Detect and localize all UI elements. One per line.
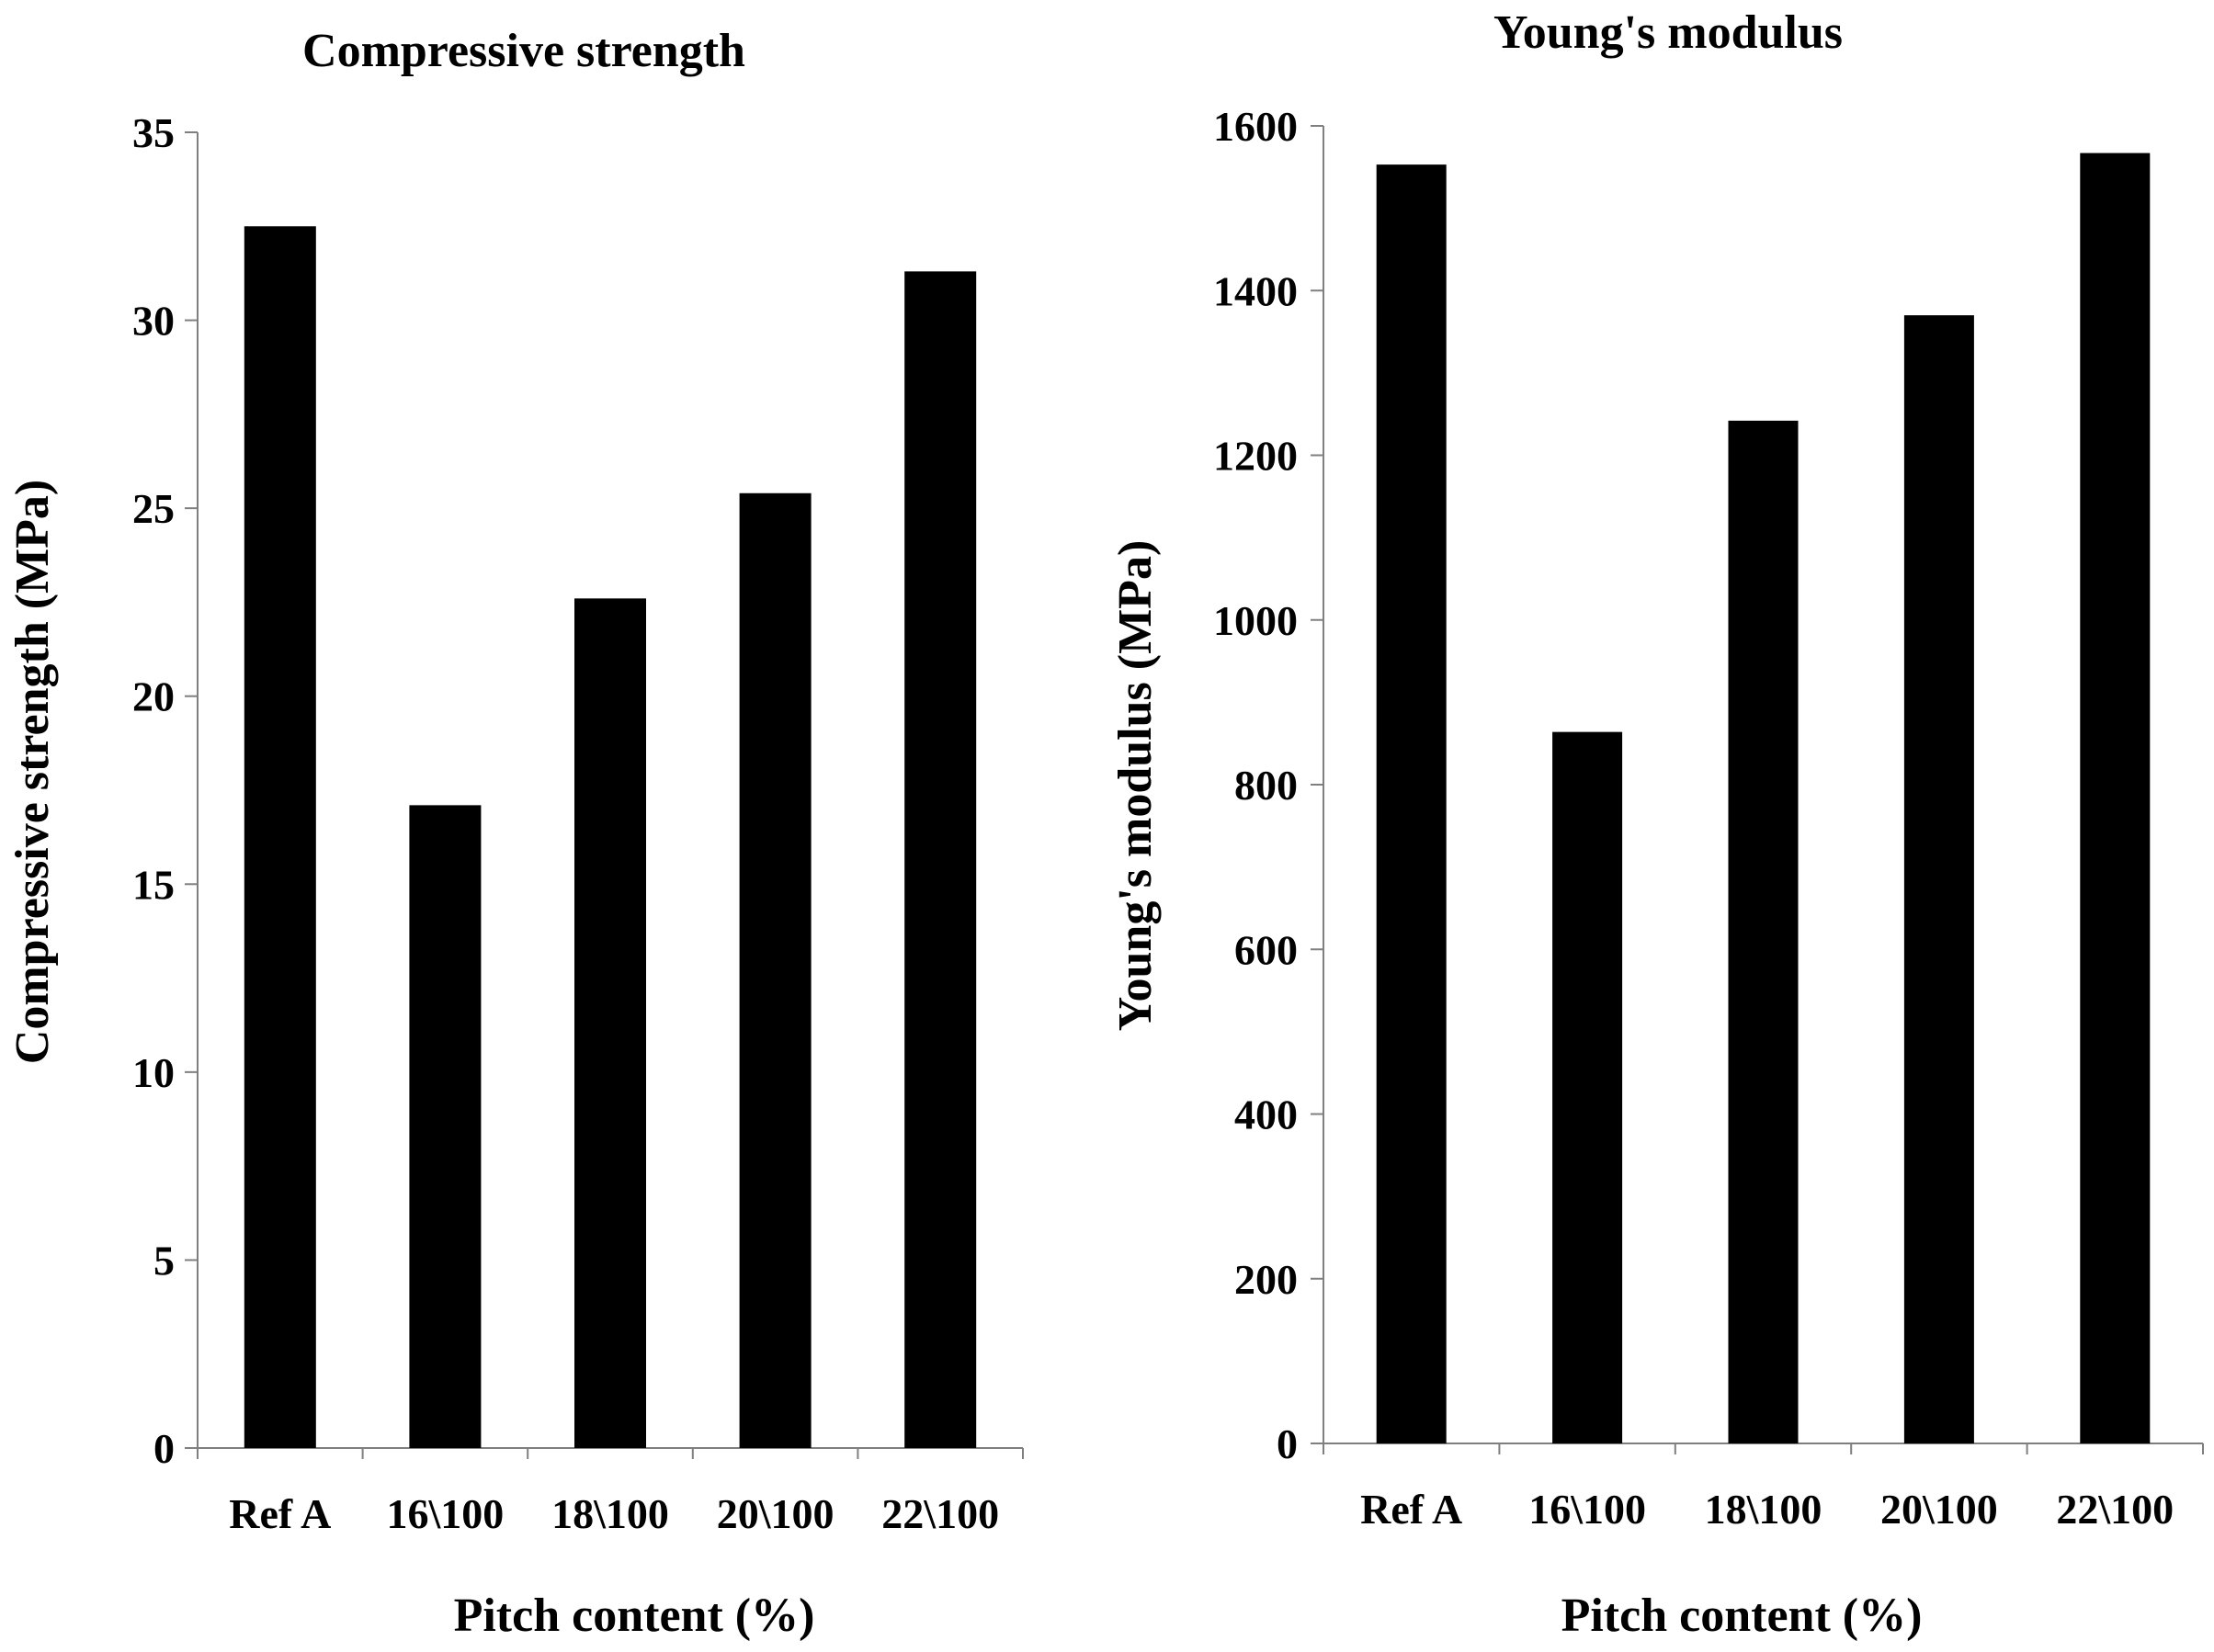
y-tick-label: 1600 [1213,103,1298,150]
y-tick-label: 10 [132,1049,175,1096]
bar [244,226,316,1448]
y-tick-label: 0 [1277,1420,1298,1467]
y-tick-label: 35 [132,109,175,156]
x-tick-label: 16\100 [387,1490,505,1537]
chart-title: Compressive strength [302,25,745,77]
y-tick-label: 600 [1234,926,1298,973]
chart-compressive-strength: Compressive strength Compressive strengt… [6,25,1024,1642]
y-tick-label: 400 [1234,1092,1298,1138]
y-tick-label: 800 [1234,762,1298,809]
bar [904,271,977,1449]
x-tick-label: 20\100 [1880,1486,1998,1533]
x-tick-label: Ref A [229,1490,331,1537]
x-tick-label: 22\100 [881,1490,999,1537]
bar [1552,731,1623,1443]
y-axis-title: Young's modulus (MPa) [1109,540,1162,1032]
x-tick-label: 18\100 [1705,1486,1822,1533]
y-tick-label: 1400 [1213,267,1298,314]
plot-area: 0 200 400 600 800 1000 1200 1400 1600 Ref A 16\100… [1213,103,2204,1533]
bar [1376,164,1447,1443]
bar [1728,420,1799,1443]
bar [2080,153,2151,1443]
y-tick-label: 1200 [1213,433,1298,480]
x-tick-label: 22\100 [2056,1486,2174,1533]
y-tick-label: 5 [153,1237,175,1284]
x-tick-label: 20\100 [717,1490,835,1537]
y-tick-label: 1000 [1213,597,1298,644]
y-tick-label: 15 [132,861,175,908]
bar [1903,315,1974,1444]
y-tick-label: 30 [132,298,175,345]
y-tick-label: 200 [1234,1256,1298,1303]
plot-area: 0 5 10 15 20 25 30 35 Ref A 16\100 18\100 20\100 22\… [132,109,1024,1537]
x-tick-label: 16\100 [1528,1486,1646,1533]
x-tick-label: 18\100 [551,1490,669,1537]
chart-youngs-modulus: Young's modulus Young's modulus (MPa) Pi… [1109,6,2204,1642]
x-axis-title: Pitch content (%) [454,1590,815,1642]
y-tick-label: 0 [153,1425,175,1472]
bar [739,492,812,1449]
bar [574,598,646,1448]
x-axis-title: Pitch content (%) [1561,1590,1923,1642]
x-tick-label: Ref A [1360,1486,1462,1533]
y-axis-title: Compressive strength (MPa) [6,480,59,1064]
chart-title: Young's modulus [1493,6,1843,59]
bar [409,805,482,1448]
y-tick-label: 20 [132,673,175,720]
y-tick-label: 25 [132,485,175,532]
